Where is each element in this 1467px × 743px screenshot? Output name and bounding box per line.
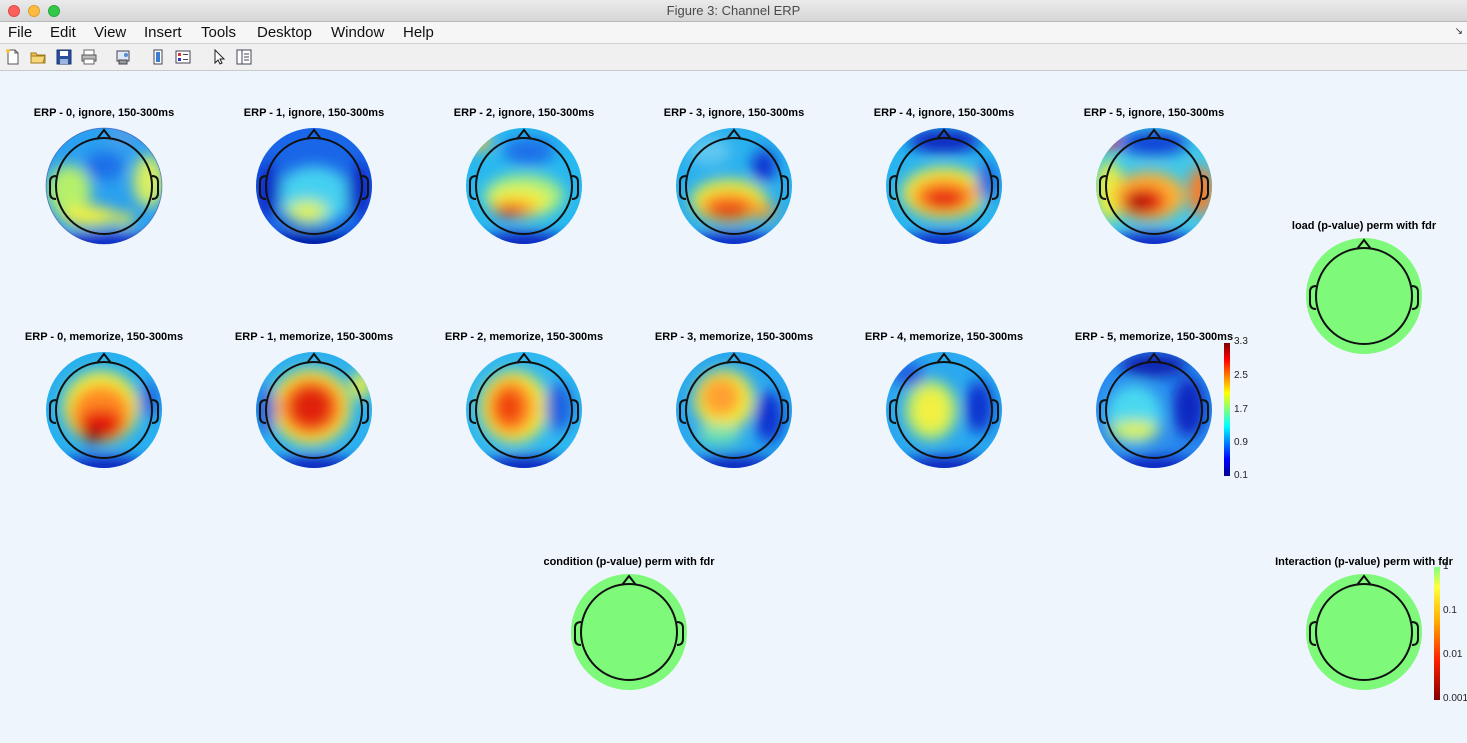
pvalue-colorbar-tick: 0.1 — [1443, 605, 1457, 616]
topoplot-memorize-1[interactable] — [249, 345, 379, 475]
menu-window[interactable]: Window — [331, 24, 385, 41]
menu-insert[interactable]: Insert — [144, 24, 182, 41]
dock-arrow-icon[interactable]: ↘ — [1454, 26, 1463, 37]
topo-title-memorize-3: ERP - 3, memorize, 150-300ms — [654, 331, 814, 343]
menu-view[interactable]: View — [94, 24, 127, 41]
open-file-icon[interactable] — [29, 48, 47, 66]
topoplot-load-pvalue[interactable] — [1299, 231, 1429, 361]
pvalue-colorbar-tick: 0.01 — [1443, 649, 1463, 660]
erp-colorbar-tick: 2.5 — [1234, 370, 1248, 381]
new-figure-icon[interactable] — [4, 48, 22, 66]
pvalue-colorbar-tick: 1 — [1443, 561, 1449, 572]
menu-file[interactable]: File — [8, 24, 33, 41]
figure-canvas[interactable]: ERP - 0, ignore, 150-300ms ERP - 1, igno… — [0, 71, 1467, 743]
topo-title-load: load (p-value) perm with fdr — [1291, 220, 1437, 232]
erp-colorbar-tick: 0.1 — [1234, 470, 1248, 481]
save-icon[interactable] — [55, 48, 73, 66]
topo-title-ignore-4: ERP - 4, ignore, 150-300ms — [873, 107, 1015, 119]
minimize-window-button[interactable] — [28, 5, 40, 17]
erp-colorbar-tick: 1.7 — [1234, 404, 1248, 415]
insert-legend-icon[interactable] — [174, 48, 192, 66]
erp-colorbar[interactable] — [1224, 343, 1230, 476]
topoplot-memorize-3[interactable] — [669, 345, 799, 475]
topo-title-ignore-5: ERP - 5, ignore, 150-300ms — [1083, 107, 1225, 119]
pvalue-colorbar[interactable] — [1434, 567, 1440, 700]
window-title: Figure 3: Channel ERP — [666, 3, 801, 18]
topoplot-ignore-0[interactable] — [39, 121, 169, 251]
print-icon[interactable] — [80, 48, 98, 66]
topo-title-condition: condition (p-value) perm with fdr — [543, 556, 715, 568]
topoplot-ignore-5[interactable] — [1089, 121, 1219, 251]
erp-colorbar-tick: 0.9 — [1234, 437, 1248, 448]
erp-colorbar-tick: 3.3 — [1234, 336, 1248, 347]
menu-desktop[interactable]: Desktop — [257, 24, 313, 41]
menu-tools[interactable]: Tools — [201, 24, 237, 41]
topoplot-ignore-2[interactable] — [459, 121, 589, 251]
edit-plot-icon[interactable] — [210, 48, 228, 66]
topoplot-ignore-1[interactable] — [249, 121, 379, 251]
topo-title-interaction: Interaction (p-value) perm with fdr — [1275, 556, 1453, 568]
zoom-window-button[interactable] — [48, 5, 60, 17]
topo-title-memorize-1: ERP - 1, memorize, 150-300ms — [234, 331, 394, 343]
topo-title-ignore-3: ERP - 3, ignore, 150-300ms — [663, 107, 805, 119]
topo-title-memorize-4: ERP - 4, memorize, 150-300ms — [864, 331, 1024, 343]
link-plot-icon[interactable] — [149, 48, 167, 66]
topo-title-ignore-0: ERP - 0, ignore, 150-300ms — [33, 107, 175, 119]
topoplot-ignore-4[interactable] — [879, 121, 1009, 251]
window-titlebar: Figure 3: Channel ERP — [0, 0, 1467, 22]
topo-title-memorize-2: ERP - 2, memorize, 150-300ms — [444, 331, 604, 343]
topoplot-ignore-3[interactable] — [669, 121, 799, 251]
topoplot-memorize-5[interactable] — [1089, 345, 1219, 475]
close-window-button[interactable] — [8, 5, 20, 17]
menu-edit[interactable]: Edit — [50, 24, 76, 41]
topoplot-interaction-pvalue[interactable] — [1299, 567, 1429, 697]
topo-title-memorize-0: ERP - 0, memorize, 150-300ms — [24, 331, 184, 343]
topoplot-memorize-2[interactable] — [459, 345, 589, 475]
pvalue-colorbar-tick: 0.001 — [1443, 693, 1467, 704]
topo-title-ignore-1: ERP - 1, ignore, 150-300ms — [243, 107, 385, 119]
print-preview-icon[interactable] — [114, 48, 132, 66]
topoplot-memorize-0[interactable] — [39, 345, 169, 475]
topoplot-condition-pvalue[interactable] — [564, 567, 694, 697]
topo-title-memorize-5: ERP - 5, memorize, 150-300ms — [1074, 331, 1234, 343]
property-inspector-icon[interactable] — [235, 48, 253, 66]
menu-bar: File Edit View Insert Tools Desktop Wind… — [0, 22, 1467, 44]
figure-toolbar — [0, 44, 1467, 71]
topo-title-ignore-2: ERP - 2, ignore, 150-300ms — [453, 107, 595, 119]
topoplot-memorize-4[interactable] — [879, 345, 1009, 475]
menu-help[interactable]: Help — [403, 24, 434, 41]
